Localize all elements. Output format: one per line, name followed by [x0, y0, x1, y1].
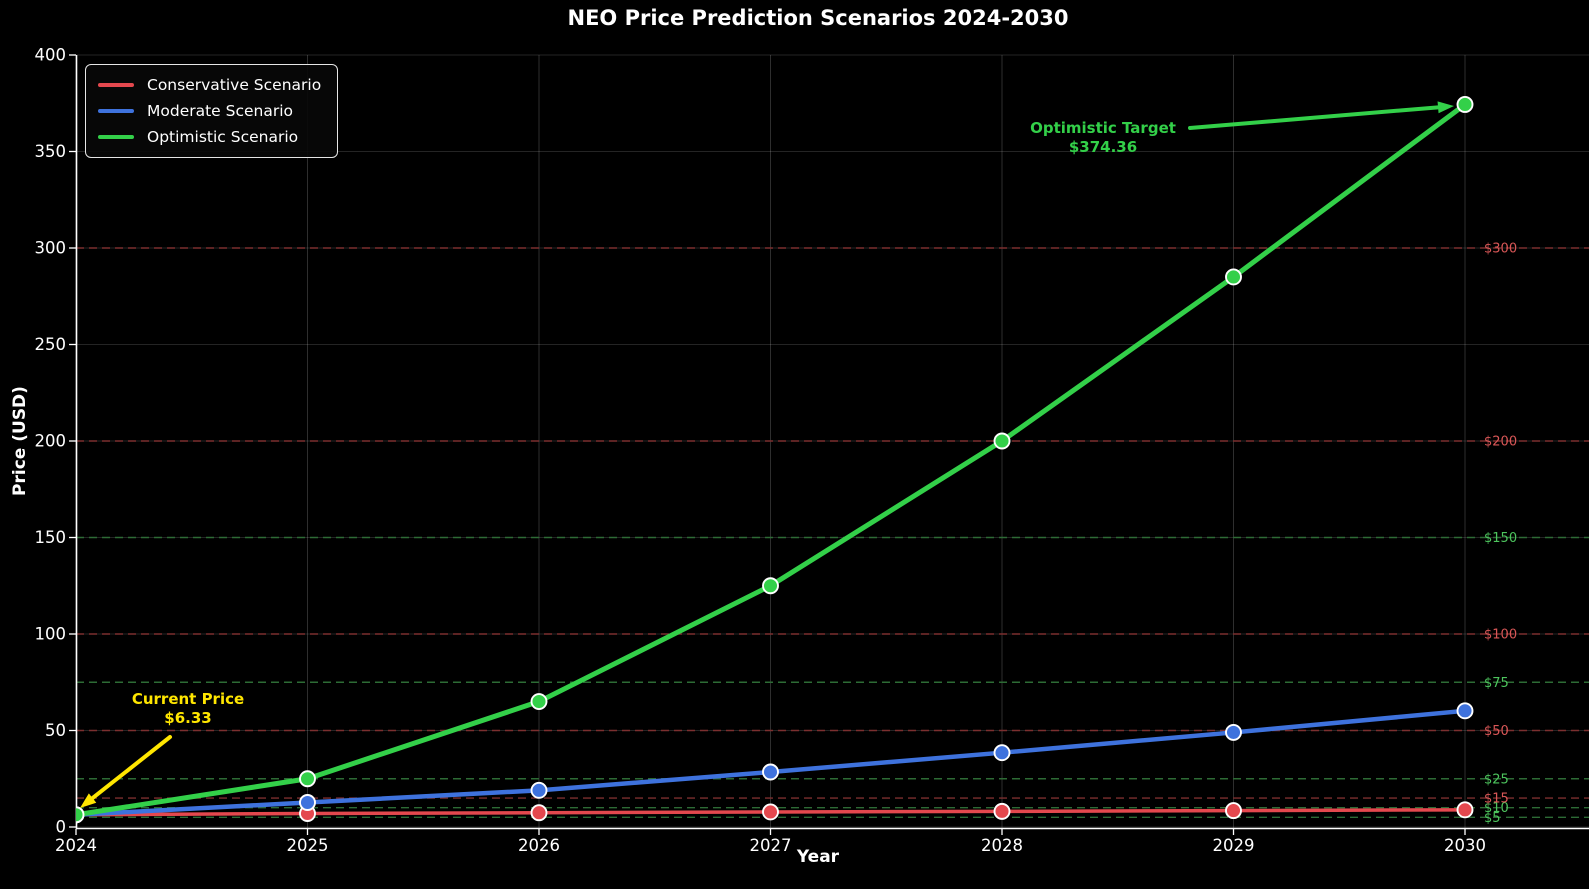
- annotation-optimistic-target-value: $374.36: [1068, 137, 1138, 156]
- level-label-$300: $300: [1484, 242, 1517, 257]
- point-conservative-2026: [530, 804, 548, 822]
- level-label-$100: $100: [1484, 628, 1517, 643]
- legend: Conservative Scenario Moderate Scenario …: [85, 64, 339, 158]
- point-conservative-2029: [1225, 802, 1242, 820]
- level-label-$25: $25: [1484, 772, 1509, 787]
- point-optimistic-2029: [1225, 268, 1242, 286]
- x-tick-label-2024: 2024: [55, 836, 97, 855]
- annotation-optimistic-target: Optimistic Target $374.36: [1030, 119, 1176, 156]
- y-tick-label-400: 400: [35, 46, 67, 65]
- annotation-current-price-label: Current Price: [131, 690, 245, 708]
- point-optimistic-2025: [299, 770, 316, 788]
- point-optimistic-2030: [1456, 96, 1474, 113]
- x-tick-label-2026: 2026: [518, 836, 560, 855]
- annotation-current-price: Current Price $6.33: [132, 690, 244, 727]
- point-moderate-2027: [762, 763, 779, 781]
- y-axis-title: Price (USD): [10, 386, 30, 496]
- point-optimistic-2028: [993, 432, 1011, 450]
- optimistic-target-arrow-head: [1437, 101, 1454, 114]
- legend-label-conservative: Conservative Scenario: [147, 76, 322, 94]
- optimistic-target-arrow-line: [1188, 105, 1441, 130]
- point-optimistic-2024: [76, 806, 85, 824]
- x-tick-label-2029: 2029: [1213, 836, 1255, 855]
- x-tick-label-2027: 2027: [750, 836, 792, 855]
- point-optimistic-2026: [530, 693, 548, 710]
- y-tick-label-250: 250: [35, 335, 67, 354]
- point-conservative-2030: [1456, 801, 1474, 819]
- point-optimistic-2027: [762, 577, 779, 595]
- legend-label-optimistic: Optimistic Scenario: [147, 128, 299, 146]
- legend-label-moderate: Moderate Scenario: [147, 102, 294, 120]
- point-conservative-2027: [762, 803, 779, 821]
- y-tick-label-0: 0: [56, 818, 67, 837]
- x-tick-label-2028: 2028: [981, 836, 1023, 855]
- y-tick-label-150: 150: [35, 528, 67, 547]
- point-moderate-2030: [1456, 702, 1474, 720]
- level-label-$10: $10: [1484, 801, 1509, 816]
- legend-swatch-conservative: [98, 83, 134, 87]
- level-label-$200: $200: [1484, 435, 1517, 450]
- level-label-$150: $150: [1484, 531, 1517, 546]
- point-moderate-2025: [299, 794, 316, 811]
- point-conservative-2028: [993, 802, 1011, 820]
- current-price-arrow-head: [80, 793, 97, 808]
- chart-title: NEO Price Prediction Scenarios 2024-2030: [567, 6, 1069, 30]
- y-tick-label-200: 200: [35, 432, 67, 451]
- point-moderate-2029: [1225, 723, 1242, 741]
- legend-swatch-moderate: [98, 109, 134, 113]
- point-moderate-2028: [993, 744, 1011, 762]
- current-price-arrow-line: [90, 735, 172, 801]
- y-tick-label-100: 100: [35, 625, 67, 644]
- y-tick-label-350: 350: [35, 142, 67, 161]
- legend-swatch-optimistic: [98, 135, 134, 139]
- annotation-optimistic-target-label: Optimistic Target: [1030, 119, 1176, 137]
- series-group: [76, 96, 1474, 824]
- legend-item-moderate: Moderate Scenario: [98, 98, 321, 124]
- level-label-$15: $15: [1484, 792, 1509, 807]
- x-axis-title: Year: [796, 847, 840, 867]
- level-label-$75: $75: [1484, 676, 1509, 691]
- x-tick-label-2030: 2030: [1444, 836, 1486, 855]
- level-label-$5: $5: [1484, 811, 1501, 826]
- point-moderate-2026: [530, 781, 548, 799]
- level-label-$50: $50: [1484, 724, 1509, 739]
- annotation-current-price-value: $6.33: [164, 708, 212, 727]
- y-tick-label-50: 50: [45, 721, 66, 740]
- y-tick-label-300: 300: [35, 239, 67, 258]
- legend-item-conservative: Conservative Scenario: [98, 72, 321, 98]
- legend-item-optimistic: Optimistic Scenario: [98, 124, 321, 150]
- x-tick-label-2025: 2025: [287, 836, 329, 855]
